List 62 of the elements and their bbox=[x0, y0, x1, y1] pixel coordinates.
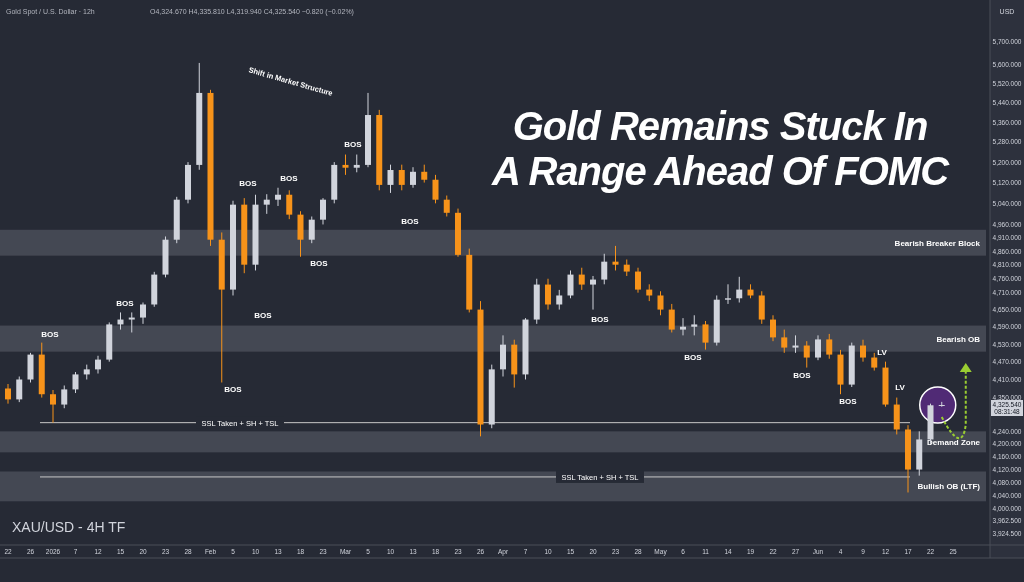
annotation: BOS bbox=[239, 179, 258, 188]
annotation: BOS bbox=[116, 299, 135, 308]
annotation: BOS bbox=[254, 311, 273, 320]
candlestick bbox=[601, 253, 608, 285]
candlestick bbox=[635, 267, 641, 294]
candlestick bbox=[275, 187, 281, 207]
annotation: BOS bbox=[310, 259, 329, 268]
candlestick bbox=[590, 275, 596, 311]
candlestick bbox=[826, 333, 833, 360]
candlestick bbox=[140, 302, 146, 325]
candlestick bbox=[432, 174, 439, 204]
candlestick bbox=[770, 314, 776, 342]
candlestick bbox=[95, 355, 101, 375]
candlestick bbox=[792, 334, 799, 354]
candlestick bbox=[286, 189, 293, 220]
candlestick bbox=[860, 339, 866, 363]
candlestick bbox=[736, 276, 743, 304]
annotation: BOS bbox=[839, 397, 858, 406]
candlestick bbox=[410, 166, 416, 189]
annotation: BOS bbox=[344, 140, 363, 149]
candlestick bbox=[308, 216, 315, 244]
candlestick bbox=[16, 376, 23, 403]
candlestick bbox=[387, 164, 394, 194]
candlestick bbox=[803, 340, 810, 369]
band-label: Demand Zone bbox=[927, 437, 981, 447]
annotation: BOS bbox=[684, 353, 703, 362]
annotation: BOS bbox=[401, 217, 420, 226]
text: Gold Remains Stuck In A Range Ahead Of FOMC bbox=[490, 104, 951, 193]
annotation: BOS bbox=[591, 315, 610, 324]
annotation: BOS bbox=[793, 371, 812, 380]
candlestick bbox=[443, 195, 450, 217]
annotation: BOS bbox=[224, 385, 243, 394]
annotation: BOS bbox=[280, 174, 299, 183]
annotation: LV bbox=[877, 348, 888, 357]
candlestick bbox=[567, 269, 574, 299]
candlestick bbox=[545, 278, 551, 311]
candlestick bbox=[815, 334, 821, 361]
candlestick bbox=[556, 289, 563, 311]
candlestick bbox=[657, 290, 664, 316]
band-label: Bullish OB (LTF) bbox=[917, 482, 981, 492]
candlestick bbox=[50, 389, 56, 424]
candlestick bbox=[691, 314, 698, 336]
band-label: Bearish OB bbox=[936, 334, 981, 344]
candlestick bbox=[398, 164, 405, 191]
candlestick bbox=[668, 303, 675, 333]
candlestick bbox=[128, 311, 135, 333]
candlestick bbox=[578, 267, 585, 291]
candlestick bbox=[781, 329, 788, 354]
candlestick bbox=[320, 197, 326, 225]
candlestick bbox=[72, 371, 79, 394]
candlestick bbox=[702, 320, 709, 351]
candlestick bbox=[680, 317, 686, 336]
candlestick bbox=[342, 154, 349, 176]
text: XAU/USD - 4H TF bbox=[12, 519, 126, 535]
annotation: BOS bbox=[41, 330, 60, 339]
annotation: LV bbox=[895, 383, 906, 392]
candlestick bbox=[5, 383, 11, 405]
candlestick bbox=[725, 283, 731, 305]
candlestick bbox=[263, 193, 270, 215]
band-label: Bearish Breaker Block bbox=[894, 238, 981, 248]
candlestick bbox=[612, 245, 619, 271]
candlestick bbox=[61, 384, 68, 409]
